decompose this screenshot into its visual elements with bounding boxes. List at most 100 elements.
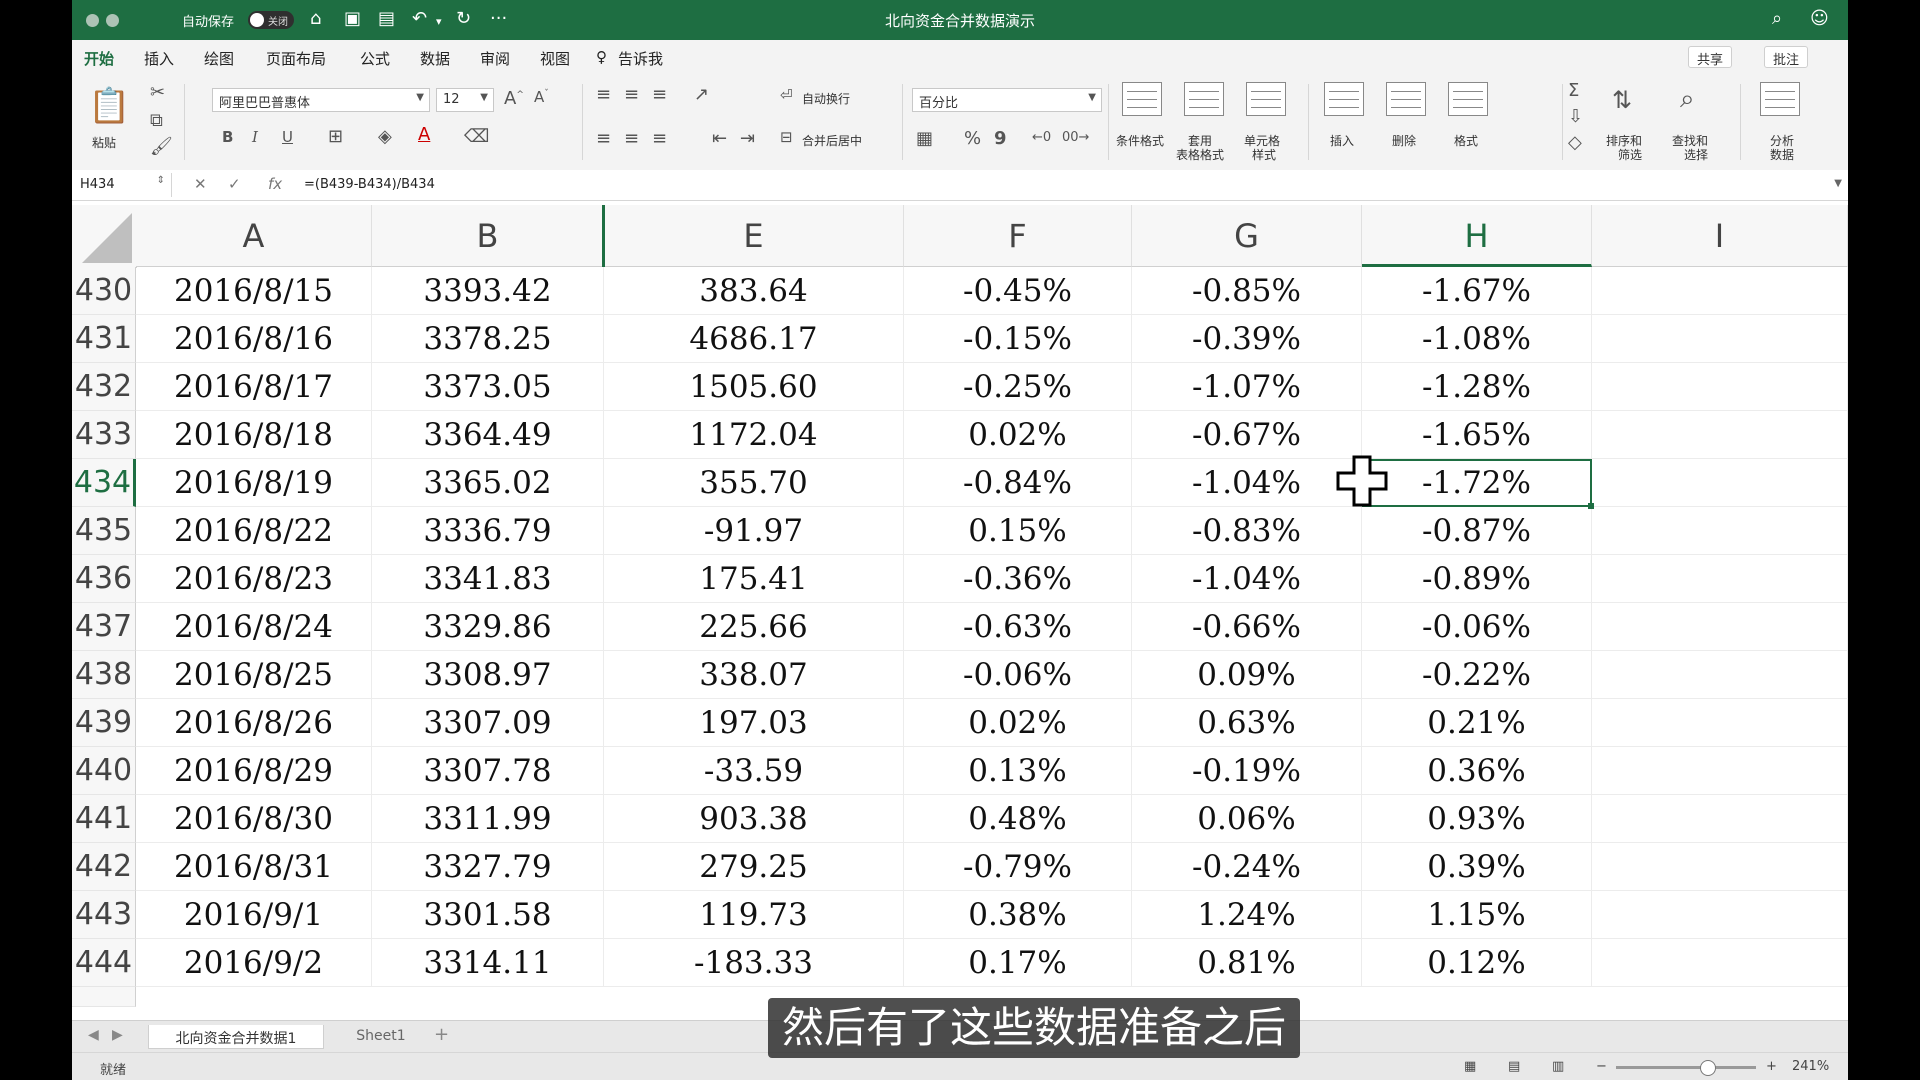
row-header[interactable]: 431 (72, 315, 136, 363)
cell-i-443[interactable] (1592, 891, 1848, 939)
cell-h-435[interactable]: -0.87% (1362, 507, 1592, 555)
cell-a-444[interactable]: 2016/9/2 (136, 939, 372, 987)
tab-view[interactable]: 视图 (540, 50, 571, 68)
minimize-window-button[interactable] (106, 14, 119, 27)
orientation-icon[interactable]: ↗ (694, 84, 710, 105)
cell-b-439[interactable]: 3307.09 (372, 699, 604, 747)
cell-b-433[interactable]: 3364.49 (372, 411, 604, 459)
align-middle-icon[interactable]: ≡ (624, 84, 640, 105)
cell-e-434[interactable]: 355.70 (604, 459, 904, 507)
merge-icon[interactable]: ⊟ (780, 128, 793, 146)
cell-b-442[interactable]: 3327.79 (372, 843, 604, 891)
home-icon[interactable]: ⌂ (310, 8, 322, 29)
bold-button[interactable]: B (222, 128, 234, 146)
align-top-icon[interactable]: ≡ (596, 84, 612, 105)
cell-h-438[interactable]: -0.22% (1362, 651, 1592, 699)
redo-icon[interactable]: ↻ (456, 8, 472, 29)
cell-a-442[interactable]: 2016/8/31 (136, 843, 372, 891)
cell-f-436[interactable]: -0.36% (904, 555, 1132, 603)
cell-f-432[interactable]: -0.25% (904, 363, 1132, 411)
copy-icon[interactable]: ⧉ (150, 110, 163, 131)
cell-e-439[interactable]: 197.03 (604, 699, 904, 747)
cell-a-443[interactable]: 2016/9/1 (136, 891, 372, 939)
cell-h-437[interactable]: -0.06% (1362, 603, 1592, 651)
cell-h-440[interactable]: 0.36% (1362, 747, 1592, 795)
column-header-f[interactable]: F (904, 205, 1132, 267)
cell-a-433[interactable]: 2016/8/18 (136, 411, 372, 459)
row-header[interactable]: 430 (72, 267, 136, 315)
font-name-combo[interactable]: 阿里巴巴普惠体 ▼ (212, 88, 430, 112)
cell-f-444[interactable]: 0.17% (904, 939, 1132, 987)
hidden-columns-marker[interactable] (602, 205, 605, 267)
cell-b-430[interactable]: 3393.42 (372, 267, 604, 315)
column-header-i[interactable]: I (1592, 205, 1848, 267)
active-cell-selection[interactable] (1362, 459, 1594, 509)
align-right-icon[interactable]: ≡ (652, 128, 668, 149)
cell-b-435[interactable]: 3336.79 (372, 507, 604, 555)
cell-e-435[interactable]: -91.97 (604, 507, 904, 555)
enter-icon[interactable]: ✓ (228, 175, 241, 193)
sheet-tab-2[interactable]: Sheet1 (356, 1028, 406, 1044)
cell-h-443[interactable]: 1.15% (1362, 891, 1592, 939)
cell-e-437[interactable]: 225.66 (604, 603, 904, 651)
decrease-font-icon[interactable]: Aˇ (534, 88, 549, 106)
comma-style-button[interactable]: 9 (994, 128, 1007, 149)
cell-h-442[interactable]: 0.39% (1362, 843, 1592, 891)
tab-page-layout[interactable]: 页面布局 (266, 50, 327, 68)
cell-f-434[interactable]: -0.84% (904, 459, 1132, 507)
cell-style-line1[interactable]: 单元格 (1244, 134, 1281, 148)
cell-e-441[interactable]: 903.38 (604, 795, 904, 843)
align-center-icon[interactable]: ≡ (624, 128, 640, 149)
tab-formulas[interactable]: 公式 (360, 50, 391, 68)
cell-b-431[interactable]: 3378.25 (372, 315, 604, 363)
decrease-decimal-icon[interactable]: 00→ (1062, 130, 1090, 145)
zoom-slider[interactable] (1616, 1060, 1756, 1076)
table-format-icon[interactable] (1184, 82, 1224, 116)
accounting-format-icon[interactable]: ▦ (916, 128, 934, 149)
format-painter-icon[interactable]: 🖌 (150, 136, 173, 157)
cell-h-436[interactable]: -0.89% (1362, 555, 1592, 603)
table-format-line2[interactable]: 表格格式 (1176, 148, 1225, 162)
search-icon[interactable]: ⌕ (1772, 8, 1783, 29)
cell-g-434[interactable]: -1.04% (1132, 459, 1362, 507)
table-format-line1[interactable]: 套用 (1188, 134, 1213, 148)
row-header[interactable]: 436 (72, 555, 136, 603)
insert-cells-button[interactable]: 插入 (1330, 134, 1355, 148)
sheet-tab-1[interactable]: 北向资金合并数据1 (148, 1025, 324, 1049)
wrap-text-button[interactable]: 自动换行 (802, 92, 851, 106)
row-header[interactable]: 435 (72, 507, 136, 555)
tab-review[interactable]: 审阅 (480, 50, 511, 68)
cell-i-434[interactable] (1592, 459, 1848, 507)
spreadsheet-grid[interactable]: A B E F G H I 430 2016/8/15 3393.42 383.64 -0.45% -0… (72, 205, 1848, 1020)
cell-f-440[interactable]: 0.13% (904, 747, 1132, 795)
cell-e-433[interactable]: 1172.04 (604, 411, 904, 459)
zoom-in-icon[interactable]: + (1766, 1059, 1777, 1074)
column-header-g[interactable]: G (1132, 205, 1362, 267)
cell-b-437[interactable]: 3329.86 (372, 603, 604, 651)
find-select-line1[interactable]: 查找和 (1672, 134, 1709, 148)
sort-filter-line2[interactable]: 筛选 (1618, 148, 1643, 162)
cell-i-440[interactable] (1592, 747, 1848, 795)
row-header[interactable]: 437 (72, 603, 136, 651)
cell-i-437[interactable] (1592, 603, 1848, 651)
smiley-icon[interactable]: ☺ (1810, 8, 1829, 29)
expand-formula-icon[interactable]: ▼ (1834, 178, 1842, 189)
font-size-combo[interactable]: 12 ▼ (436, 88, 494, 112)
row-header[interactable]: 441 (72, 795, 136, 843)
close-window-button[interactable] (86, 14, 99, 27)
cancel-icon[interactable]: ✕ (194, 175, 207, 193)
row-header[interactable]: 433 (72, 411, 136, 459)
tab-insert[interactable]: 插入 (144, 50, 175, 68)
indent-decrease-icon[interactable]: ⇤ (712, 128, 728, 149)
cell-i-442[interactable] (1592, 843, 1848, 891)
indent-increase-icon[interactable]: ⇥ (740, 128, 756, 149)
cell-a-436[interactable]: 2016/8/23 (136, 555, 372, 603)
paste-icon[interactable]: 📋 (88, 86, 131, 126)
cell-a-441[interactable]: 2016/8/30 (136, 795, 372, 843)
column-header-b[interactable]: B (372, 205, 604, 267)
number-format-combo[interactable]: 百分比 ▼ (912, 88, 1102, 112)
cell-g-435[interactable]: -0.83% (1132, 507, 1362, 555)
select-all-corner[interactable] (72, 205, 137, 268)
cell-e-442[interactable]: 279.25 (604, 843, 904, 891)
autosave-toggle[interactable]: 关闭 (248, 11, 294, 29)
